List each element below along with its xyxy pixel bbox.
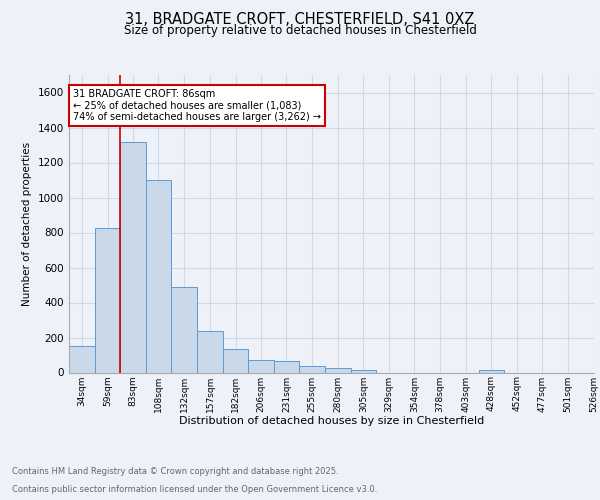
- Bar: [146, 180, 171, 372]
- Text: 31 BRADGATE CROFT: 86sqm
← 25% of detached houses are smaller (1,083)
74% of sem: 31 BRADGATE CROFT: 86sqm ← 25% of detach…: [73, 89, 321, 122]
- Bar: [197, 332, 223, 372]
- Bar: [325, 368, 351, 372]
- Text: Size of property relative to detached houses in Chesterfield: Size of property relative to detached ho…: [124, 24, 476, 37]
- Bar: [223, 349, 248, 372]
- Bar: [120, 142, 146, 372]
- Bar: [95, 228, 120, 372]
- Bar: [171, 287, 197, 372]
- Bar: [299, 366, 325, 372]
- Bar: [69, 346, 95, 372]
- Text: Contains HM Land Registry data © Crown copyright and database right 2025.: Contains HM Land Registry data © Crown c…: [12, 467, 338, 476]
- Bar: [479, 370, 504, 372]
- Text: Contains public sector information licensed under the Open Government Licence v3: Contains public sector information licen…: [12, 485, 377, 494]
- Bar: [274, 361, 299, 372]
- Bar: [248, 360, 274, 372]
- Bar: [351, 370, 376, 372]
- X-axis label: Distribution of detached houses by size in Chesterfield: Distribution of detached houses by size …: [179, 416, 484, 426]
- Text: 31, BRADGATE CROFT, CHESTERFIELD, S41 0XZ: 31, BRADGATE CROFT, CHESTERFIELD, S41 0X…: [125, 12, 475, 28]
- Y-axis label: Number of detached properties: Number of detached properties: [22, 142, 32, 306]
